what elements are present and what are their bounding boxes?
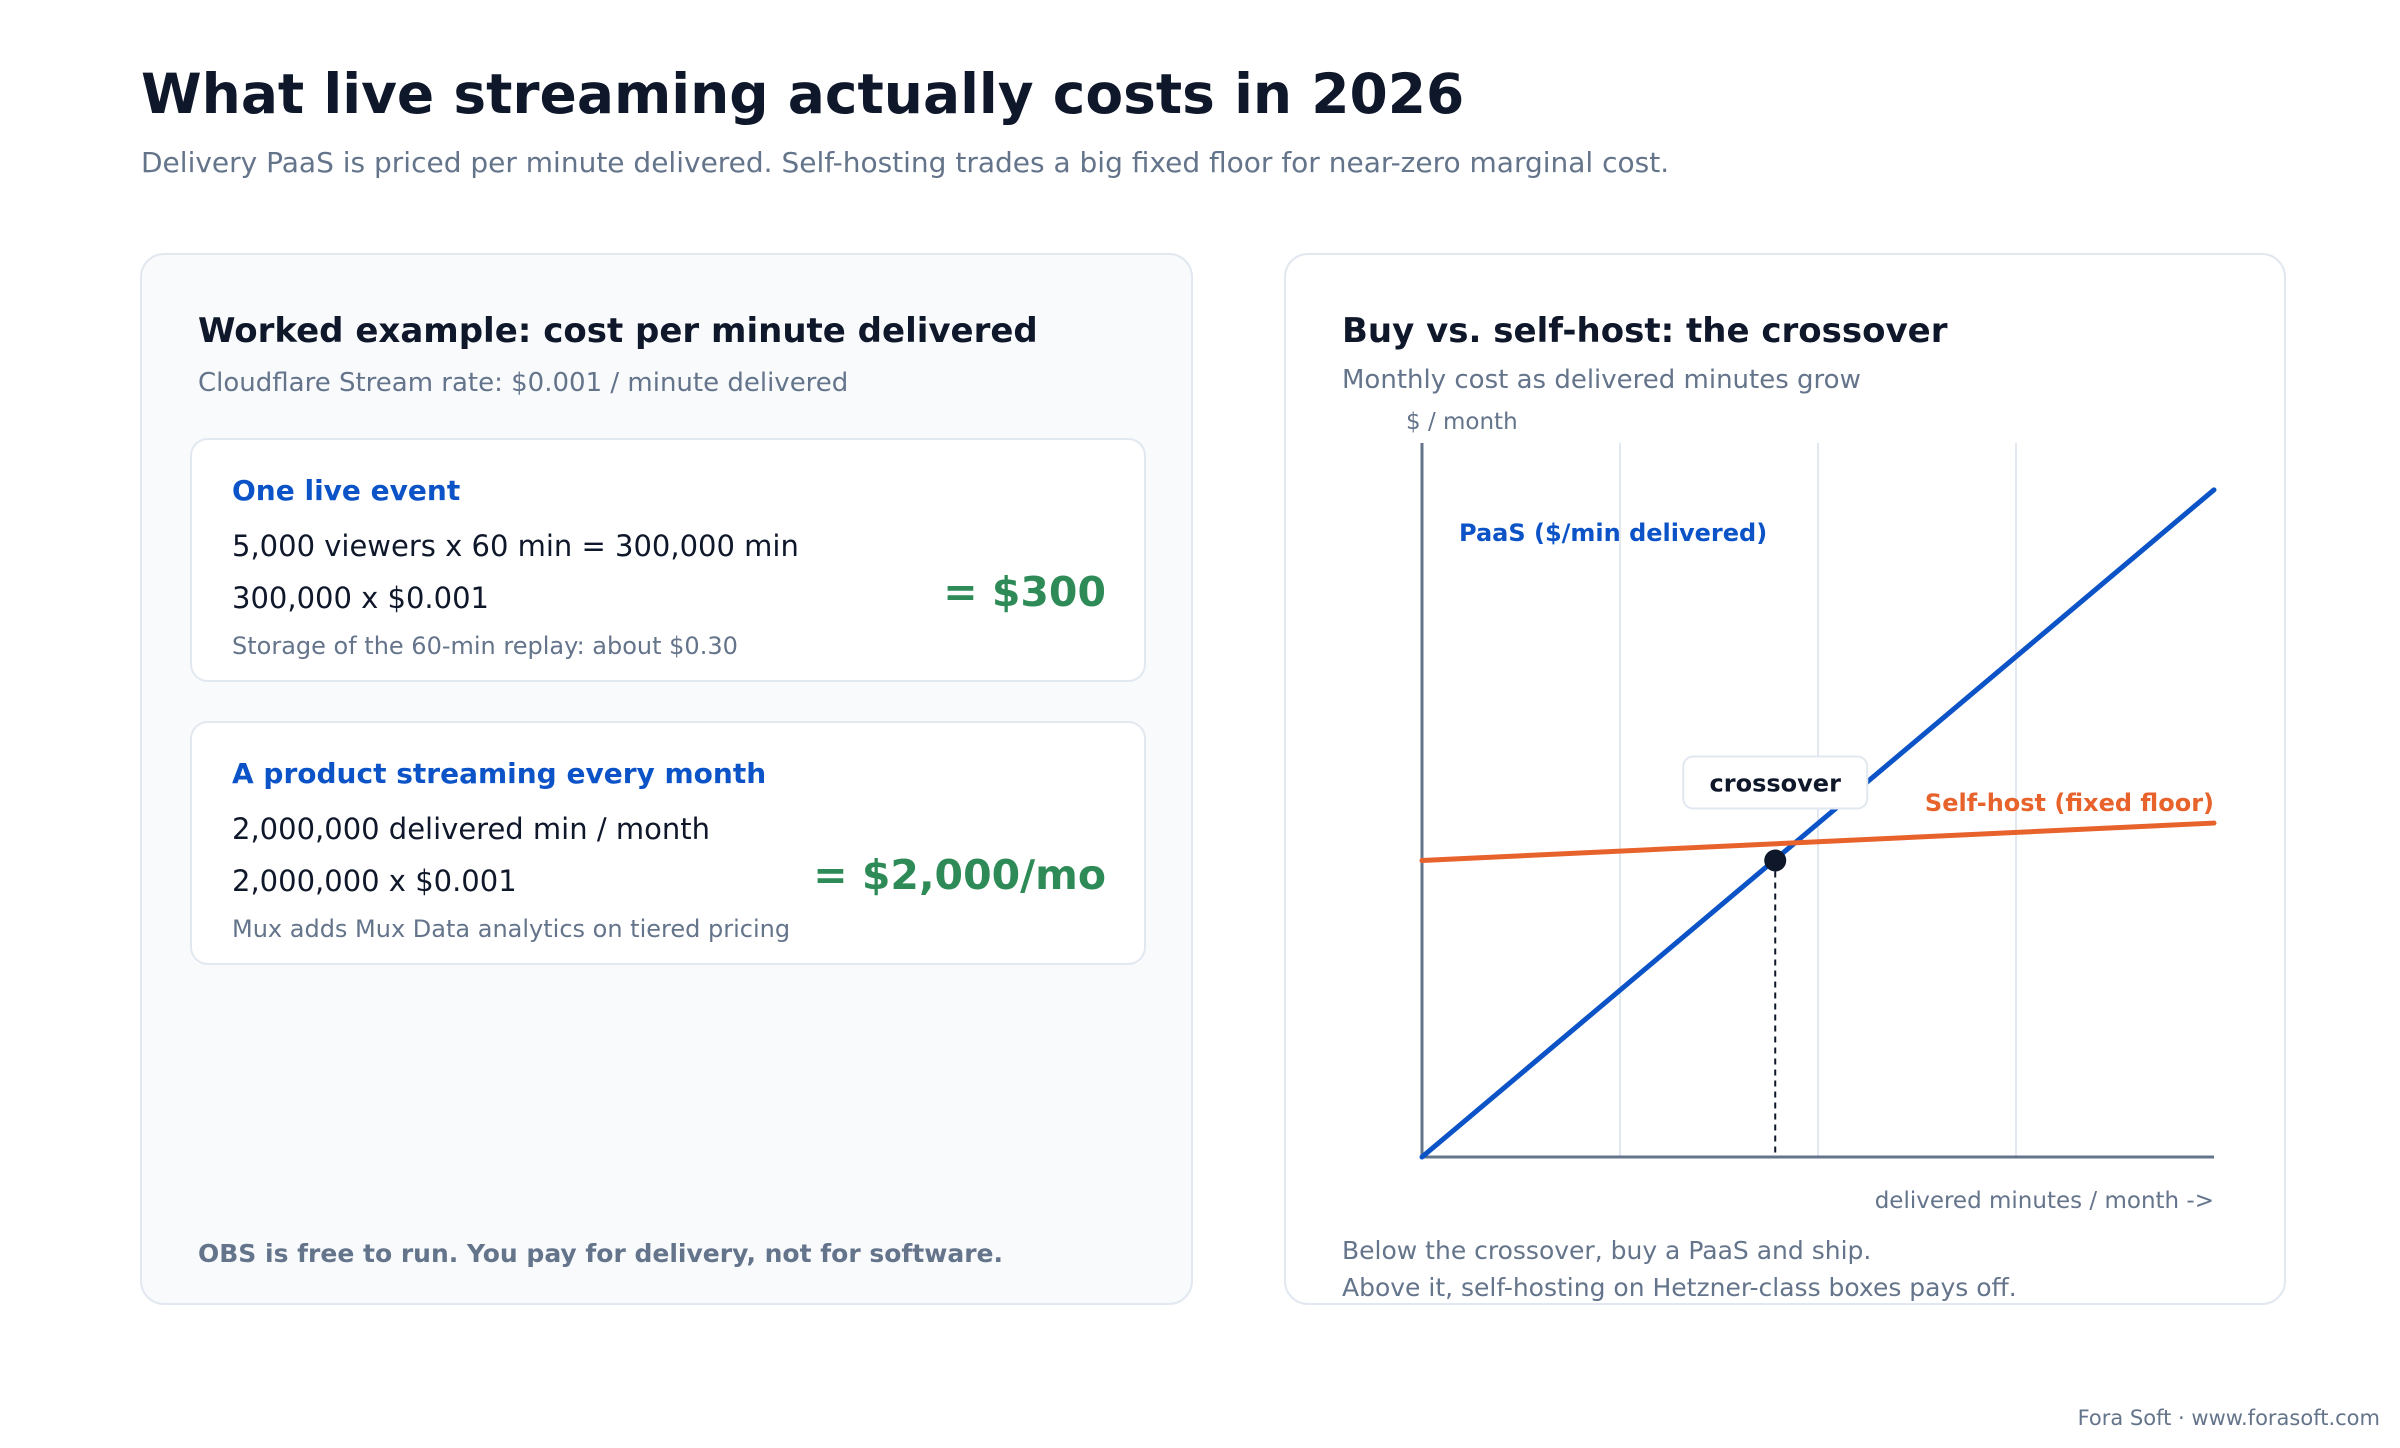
crossover-title: Buy vs. self-host: the crossover: [1342, 311, 1948, 351]
annotations: crossover: [1682, 755, 1869, 1157]
paas-series-line: [1419, 487, 2217, 1160]
axes: [1420, 443, 2214, 1159]
monthly-product-card: A product streaming every month 2,000,00…: [190, 721, 1146, 965]
worked-example-title: Worked example: cost per minute delivere…: [198, 311, 1038, 351]
series: PaaS ($/min delivered) Self-host (fixed f…: [1419, 487, 2217, 1160]
card-total: = $300: [943, 568, 1106, 616]
page-subtitle: Delivery PaaS is priced per minute deliv…: [141, 146, 1670, 179]
x-axis-label: delivered minutes / month ->: [1875, 1188, 2214, 1214]
paas-series-label: PaaS ($/min delivered): [1459, 519, 1767, 547]
card-note: Storage of the 60-min replay: about $0.3…: [232, 632, 738, 660]
card-calculation: 2,000,000 delivered min / month: [232, 812, 710, 846]
card-rate-calculation: 2,000,000 x $0.001: [232, 864, 517, 898]
crossover-chart: PaaS ($/min delivered) Self-host (fixed f…: [1406, 409, 2217, 1214]
card-total: = $2,000/mo: [813, 851, 1106, 899]
self-host-series-label: Self-host (fixed floor): [1925, 789, 2214, 817]
card-title: One live event: [232, 474, 461, 507]
crossover-footer-line2: Above it, self-hosting on Hetzner-class …: [1342, 1273, 2017, 1302]
one-live-event-card: One live event 5,000 viewers x 60 min = …: [190, 438, 1146, 682]
credit-footer: Fora Soft · www.forasoft.com: [2077, 1406, 2380, 1430]
worked-example-subtitle: Cloudflare Stream rate: $0.001 / minute …: [198, 368, 849, 398]
worked-example-panel: Worked example: cost per minute delivere…: [140, 253, 1193, 1305]
self-host-series-line: [1419, 820, 2217, 863]
crossover-label: crossover: [1710, 769, 1842, 797]
card-rate-calculation: 300,000 x $0.001: [232, 581, 489, 615]
crossover-point: [1764, 849, 1787, 872]
page-title: What live streaming actually costs in 20…: [141, 62, 1465, 126]
card-calculation: 5,000 viewers x 60 min = 300,000 min: [232, 529, 799, 563]
card-title: A product streaming every month: [232, 757, 767, 790]
crossover-footer-line1: Below the crossover, buy a PaaS and ship…: [1342, 1236, 1872, 1265]
y-axis-label: $ / month: [1406, 409, 1518, 435]
crossover-label-box: [1682, 755, 1869, 810]
crossover-subtitle: Monthly cost as delivered minutes grow: [1342, 365, 1861, 395]
card-note: Mux adds Mux Data analytics on tiered pr…: [232, 915, 791, 943]
crossover-panel: Buy vs. self-host: the crossover Monthly…: [1284, 253, 2286, 1305]
worked-example-footer: OBS is free to run. You pay for delivery…: [198, 1239, 1003, 1268]
